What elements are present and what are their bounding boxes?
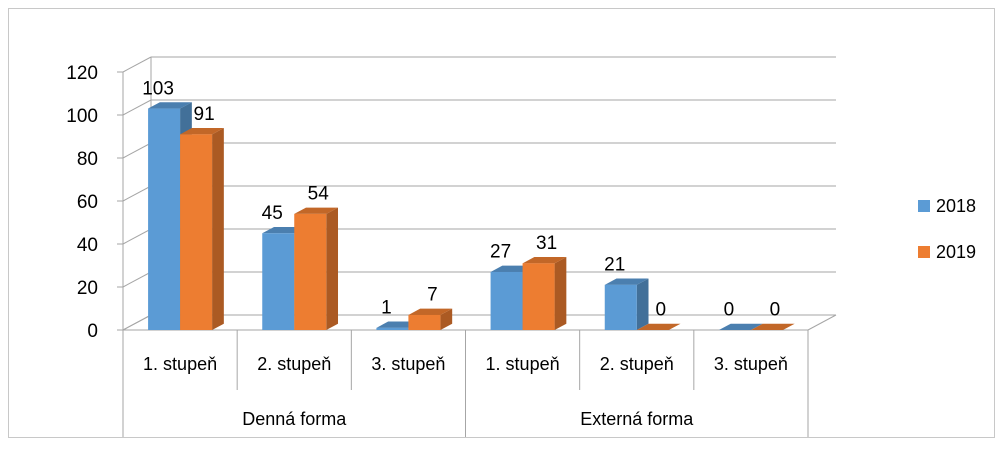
bar-side-2019 <box>440 308 453 330</box>
bar-side-2019 <box>554 257 567 330</box>
bar-top-2018 <box>148 102 192 109</box>
bar-side-2019 <box>212 128 224 330</box>
y-tick-label: 100 <box>66 106 98 127</box>
y-tick-label: 0 <box>87 321 98 342</box>
gridline-side <box>122 99 152 116</box>
y-axis-ticks: 0 20 40 60 80 100 120 <box>66 63 123 342</box>
bar-top-2018 <box>604 278 649 285</box>
data-label-2018: 45 <box>262 203 283 224</box>
bar-2019 <box>294 213 327 330</box>
category-label: 2. stupeň <box>600 354 674 374</box>
data-label-2019: 0 <box>655 300 666 321</box>
y-tick-label: 60 <box>77 192 98 213</box>
data-label-2018: 27 <box>490 242 511 263</box>
y-tick-label: 40 <box>77 235 98 256</box>
category-label: 3. stupeň <box>714 354 788 374</box>
y-tick-label: 80 <box>77 149 98 170</box>
bar-2018 <box>262 233 295 330</box>
gridline-side <box>122 185 152 202</box>
gridline-side <box>122 271 152 288</box>
x-axis: 1. stupeň 2. stupeň 3. stupeň 1. stupeň 2. s… <box>122 330 809 437</box>
legend-label: 2018 <box>936 196 976 216</box>
category-label: 1. stupeň <box>486 354 560 374</box>
data-label-2019: 0 <box>770 300 781 321</box>
bar-2019 <box>180 134 213 330</box>
category-label: 2. stupeň <box>257 354 331 374</box>
bar-2018 <box>604 284 637 330</box>
bar-2019 <box>408 314 441 330</box>
data-label-2019: 7 <box>427 285 438 306</box>
bar-top-2019 <box>750 323 795 330</box>
bar-top-2018 <box>718 323 763 330</box>
data-label-2018: 0 <box>724 300 735 321</box>
data-label-2018: 21 <box>604 255 625 276</box>
gridline-side <box>122 228 152 245</box>
gridline-side <box>122 56 152 73</box>
bar-2018 <box>376 327 409 330</box>
bar-top-2019 <box>522 257 567 264</box>
legend-label: 2019 <box>936 242 976 262</box>
bar-2018 <box>490 271 523 330</box>
data-labels: 103 91 45 54 1 7 27 31 21 0 0 0 <box>142 78 780 320</box>
gridline-side <box>122 142 152 159</box>
data-label-2019: 31 <box>536 233 557 254</box>
gridline-side <box>122 314 152 331</box>
y-tick-label: 120 <box>66 63 98 84</box>
bar-top-2019 <box>636 323 681 330</box>
bar-side-2018 <box>636 278 649 330</box>
y-tick-label: 20 <box>77 278 98 299</box>
bar-top-2019 <box>408 308 453 315</box>
bar-2018 <box>148 108 181 330</box>
legend: 2018 2019 <box>918 196 976 262</box>
group-label: Denná forma <box>242 409 347 429</box>
bar-top-2019 <box>180 128 224 135</box>
legend-swatch-2019 <box>918 246 930 258</box>
data-label-2018: 103 <box>142 78 174 99</box>
data-label-2019: 54 <box>308 184 330 205</box>
data-label-2018: 1 <box>381 298 392 319</box>
bar-top-2019 <box>294 207 339 214</box>
bar-2019 <box>522 263 555 330</box>
floor-right-edge <box>807 314 837 331</box>
category-label: 3. stupeň <box>371 354 445 374</box>
bars <box>148 102 795 330</box>
legend-swatch-2018 <box>918 200 930 212</box>
group-label: Externá forma <box>580 409 694 429</box>
bar-side-2019 <box>326 207 339 330</box>
category-label: 1. stupeň <box>143 354 217 374</box>
data-label-2019: 91 <box>194 104 215 125</box>
